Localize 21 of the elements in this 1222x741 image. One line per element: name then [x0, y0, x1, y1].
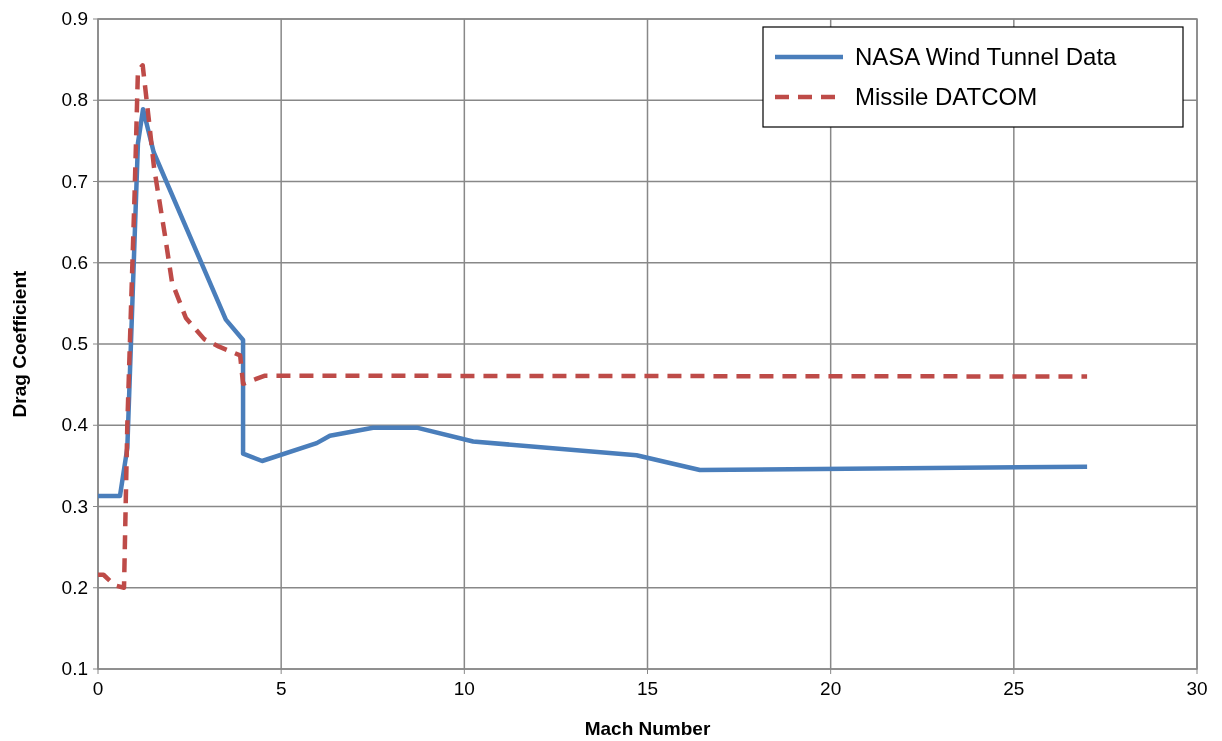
y-tick-label: 0.2 — [61, 576, 88, 598]
y-tick-label: 0.3 — [61, 495, 88, 517]
x-tick-label: 20 — [820, 678, 842, 699]
x-axis-title: Mach Number — [584, 718, 711, 739]
y-tick-label: 0.5 — [61, 333, 88, 354]
y-tick-label: 0.4 — [61, 414, 89, 436]
legend-label: NASA Wind Tunnel Data — [855, 43, 1118, 70]
x-tick-label: 30 — [1186, 678, 1208, 699]
y-tick-label: 0.7 — [61, 170, 88, 192]
legend-label: Missile DATCOM — [855, 83, 1038, 110]
y-tick-label: 0.1 — [61, 658, 88, 679]
x-tick-label: 10 — [453, 678, 475, 699]
x-tick-label: 15 — [636, 678, 659, 699]
line-series — [95, 63, 1090, 590]
y-tick-label: 0.9 — [61, 8, 88, 29]
y-tick-label: 0.8 — [61, 89, 88, 111]
x-tick-label: 5 — [275, 678, 287, 699]
y-tick-label: 0.6 — [61, 251, 88, 273]
y-axis-title: Drag Coefficient — [9, 269, 30, 418]
x-tick-label: 0 — [92, 678, 104, 699]
x-tick-label: 25 — [1003, 678, 1025, 699]
